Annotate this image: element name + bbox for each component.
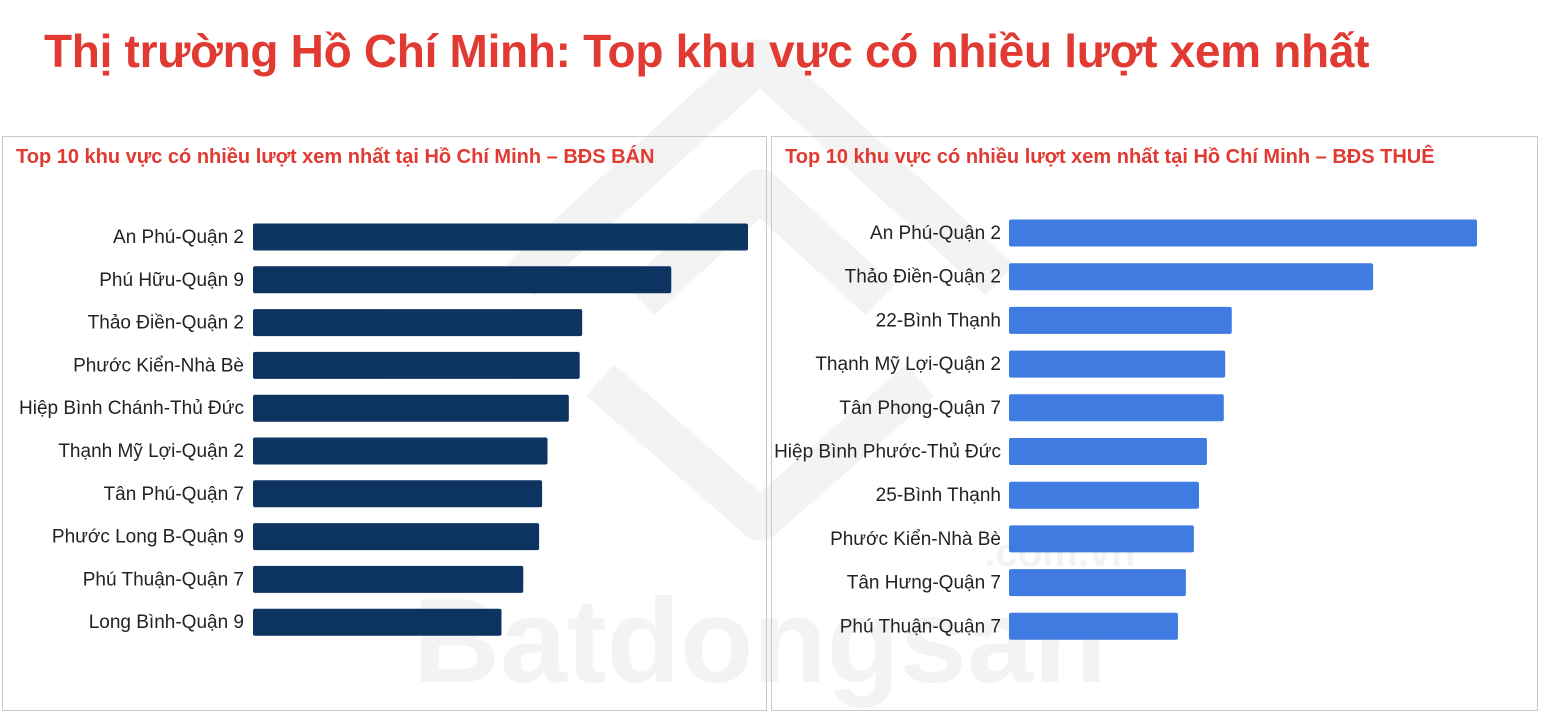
category-label: An Phú-Quận 2: [870, 223, 1001, 244]
bar: [253, 437, 548, 465]
page-title: Thị trường Hồ Chí Minh: Top khu vực có n…: [44, 25, 1370, 77]
bar: [253, 351, 580, 379]
bar: [1009, 612, 1178, 640]
bar: [253, 266, 672, 294]
category-label: An Phú-Quận 2: [113, 227, 244, 248]
bar: [1009, 525, 1194, 553]
bar: [1009, 438, 1207, 465]
bar: [1009, 394, 1224, 422]
category-label: Tân Phong-Quận 7: [839, 398, 1001, 419]
chart-panel-rent: Top 10 khu vực có nhiều lượt xem nhất tạ…: [771, 136, 1538, 711]
category-label: Phú Thuận-Quận 7: [840, 616, 1001, 637]
category-label: Thạnh Mỹ Lợi-Quận 2: [58, 441, 244, 462]
bar: [253, 565, 524, 593]
bar: [253, 523, 540, 551]
category-label: Phước Long B-Quận 9: [52, 527, 244, 548]
bar: [253, 608, 502, 636]
category-label: Phước Kiển-Nhà Bè: [73, 355, 244, 376]
category-label: 22-Bình Thạnh: [876, 310, 1001, 331]
bar: [1009, 481, 1200, 509]
bar: [1009, 219, 1477, 247]
category-label: Phước Kiển-Nhà Bè: [830, 529, 1001, 550]
category-label: Thảo Điền-Quận 2: [88, 313, 244, 334]
category-label: Hiệp Bình Chánh-Thủ Đức: [19, 398, 244, 419]
bar-chart-sale: An Phú-Quận 2 Phú Hữu-Quận 9 Thảo Điền-Quậ…: [19, 223, 748, 636]
chart-title-sale: Top 10 khu vực có nhiều lượt xem nhất tạ…: [16, 146, 655, 168]
category-label: Tân Phú-Quận 7: [104, 484, 244, 505]
bar-chart-rent: An Phú-Quận 2 Thảo Điền-Quận 2 22-Bình Thạ…: [774, 219, 1477, 640]
bar: [253, 309, 583, 337]
chart-title-rent: Top 10 khu vực có nhiều lượt xem nhất tạ…: [785, 146, 1435, 168]
bar: [1009, 350, 1226, 378]
category-label: 25-Bình Thạnh: [876, 485, 1001, 506]
bar: [253, 223, 748, 251]
category-label: Phú Thuận-Quận 7: [83, 569, 244, 590]
bar: [1009, 263, 1374, 291]
category-label: Thạnh Mỹ Lợi-Quận 2: [815, 354, 1001, 375]
bar: [253, 480, 543, 508]
category-label: Thảo Điền-Quận 2: [845, 267, 1001, 288]
category-label: Phú Hữu-Quận 9: [99, 270, 244, 291]
chart-panel-sale: Top 10 khu vực có nhiều lượt xem nhất tạ…: [2, 136, 767, 711]
bar: [253, 394, 569, 422]
bar: [1009, 306, 1232, 334]
category-label: Tân Hưng-Quận 7: [847, 573, 1001, 594]
category-label: Long Bình-Quận 9: [89, 612, 244, 633]
category-label: Hiệp Bình Phước-Thủ Đức: [774, 442, 1001, 463]
bar: [1009, 569, 1186, 597]
